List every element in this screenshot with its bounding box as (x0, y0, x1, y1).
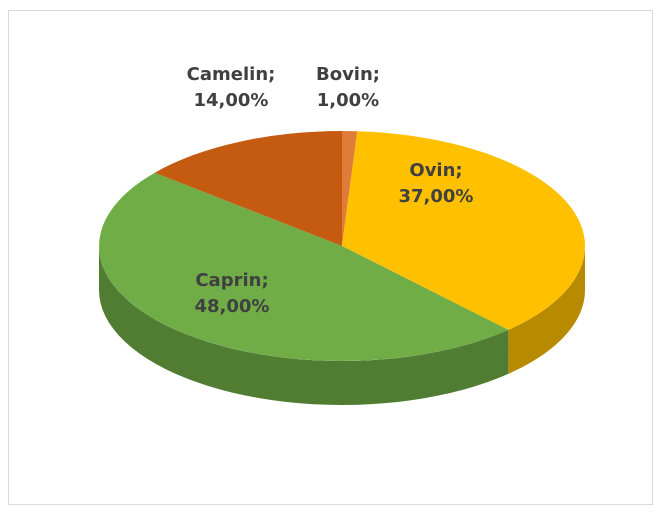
slice-side-ovin (508, 246, 585, 374)
slice-camelin (154, 131, 342, 246)
pie-tops (99, 131, 585, 361)
data-label-caprin: Caprin; 48,00% (195, 270, 270, 317)
slice-caprin (99, 172, 509, 361)
data-label-name: Bovin; (316, 64, 380, 85)
data-label-name: Caprin; (195, 270, 268, 291)
data-label-value: 37,00% (399, 186, 474, 207)
slice-ovin (342, 131, 585, 330)
data-label-ovin: Ovin; 37,00% (399, 160, 474, 207)
data-label-name: Ovin; (409, 160, 462, 181)
pie-sides (99, 246, 585, 405)
slice-bovin (342, 131, 358, 246)
data-label-value: 48,00% (195, 296, 270, 317)
data-label-name: Camelin; (187, 64, 276, 85)
data-label-value: 1,00% (317, 90, 379, 111)
data-label-bovin: Bovin; 1,00% (316, 64, 380, 111)
pie-labels: Bovin; 1,00% Ovin; 37,00% Caprin; 48,00% Camel… (187, 64, 474, 317)
data-label-value: 14,00% (194, 90, 269, 111)
slice-side-caprin (99, 246, 509, 405)
data-label-camelin: Camelin; 14,00% (187, 64, 276, 111)
